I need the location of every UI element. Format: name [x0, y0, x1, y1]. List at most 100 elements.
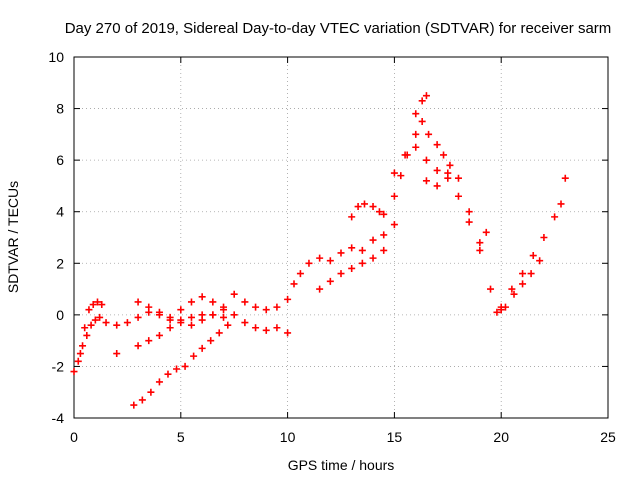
data-series [230, 221, 398, 314]
data-point [508, 285, 516, 293]
data-point [476, 239, 484, 247]
x-tick-label: 25 [600, 429, 616, 445]
data-point [375, 208, 383, 216]
data-point [93, 298, 101, 306]
plot-frame [73, 56, 609, 419]
data-point [123, 319, 131, 327]
y-tick-label: 4 [56, 204, 64, 220]
data-point [91, 316, 99, 324]
data-point [476, 246, 484, 254]
data-point [337, 249, 345, 257]
data-point [425, 130, 433, 138]
y-tick-label: 8 [56, 101, 64, 117]
data-point [113, 321, 121, 329]
y-tick-label: -4 [52, 410, 65, 426]
data-point [557, 200, 565, 208]
data-point [87, 321, 95, 329]
data-point [147, 388, 155, 396]
data-point [390, 192, 398, 200]
data-point [220, 313, 228, 321]
data-point [510, 290, 518, 298]
x-tick-label: 20 [493, 429, 509, 445]
data-point [113, 350, 121, 358]
data-point [241, 298, 249, 306]
data-point [209, 311, 217, 319]
data-point [369, 236, 377, 244]
data-point [230, 290, 238, 298]
data-point [326, 277, 334, 285]
data-series [134, 293, 228, 324]
data-point [360, 200, 368, 208]
data-point [252, 324, 260, 332]
data-point [561, 174, 569, 182]
data-point [70, 368, 78, 376]
data-point [380, 231, 388, 239]
data-series [316, 246, 388, 293]
data-point [284, 295, 292, 303]
data-point [166, 316, 174, 324]
data-point [354, 203, 362, 211]
data-point [519, 270, 527, 278]
y-axis-title: SDTVAR / TECUs [5, 181, 21, 293]
x-tick-label: 15 [387, 429, 403, 445]
data-point [454, 192, 462, 200]
data-series [493, 257, 544, 316]
data-point [177, 319, 185, 327]
data-series [412, 92, 430, 118]
data-point [529, 252, 537, 260]
data-point [348, 244, 356, 252]
data-point [348, 264, 356, 272]
data-point [155, 308, 163, 316]
data-point [519, 280, 527, 288]
data-point [465, 218, 473, 226]
data-point [422, 92, 430, 100]
data-point [422, 156, 430, 164]
data-point [284, 329, 292, 337]
data-point [446, 161, 454, 169]
data-point [412, 143, 420, 151]
data-point [145, 303, 153, 311]
data-point [418, 117, 426, 125]
data-point [155, 378, 163, 386]
data-point [155, 331, 163, 339]
y-tick-label: 0 [56, 307, 64, 323]
y-tick-label: 2 [56, 255, 64, 271]
data-point [527, 270, 535, 278]
y-tick-label: 10 [48, 49, 64, 65]
data-point [262, 306, 270, 314]
data-point [198, 316, 206, 324]
data-point [369, 203, 377, 211]
data-point [209, 298, 217, 306]
data-point [207, 337, 215, 345]
data-point [96, 313, 104, 321]
data-point [273, 324, 281, 332]
data-point [166, 324, 174, 332]
data-point [173, 365, 181, 373]
data-point [412, 130, 420, 138]
data-point [380, 246, 388, 254]
data-point [337, 270, 345, 278]
data-point [85, 306, 93, 314]
data-point [177, 306, 185, 314]
data-point [130, 401, 138, 409]
x-tick-label: 5 [177, 429, 185, 445]
data-point [433, 166, 441, 174]
data-point [290, 280, 298, 288]
data-point [220, 303, 228, 311]
data-series [380, 117, 454, 218]
data-point [224, 321, 232, 329]
data-series [497, 174, 569, 311]
data-point [98, 301, 106, 309]
data-series [76, 298, 106, 358]
data-point [433, 182, 441, 190]
data-point [440, 151, 448, 159]
data-point [198, 344, 206, 352]
y-tick-label: 6 [56, 152, 64, 168]
chart-title: Day 270 of 2019, Sidereal Day-to-day VTE… [65, 20, 612, 37]
data-point [76, 350, 84, 358]
data-point [536, 257, 544, 265]
data-point [454, 174, 462, 182]
data-points [70, 92, 569, 409]
data-point [433, 141, 441, 149]
